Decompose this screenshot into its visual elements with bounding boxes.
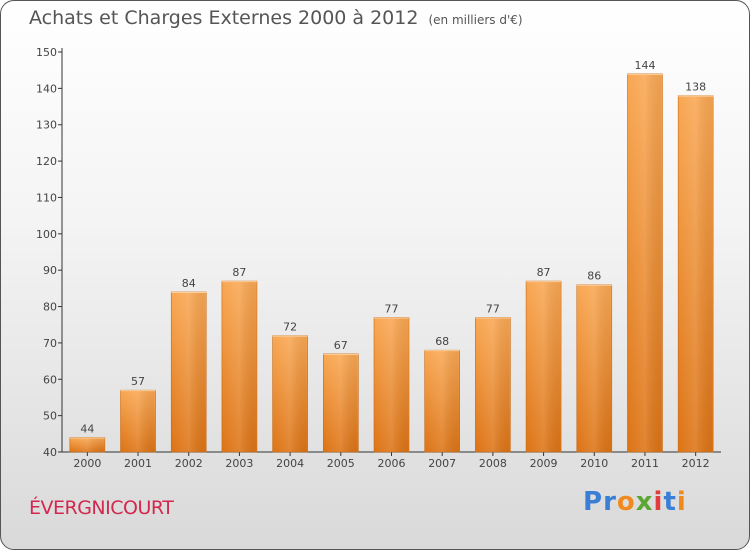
y-tick-label: 70 — [43, 337, 57, 350]
y-tick-label: 140 — [36, 82, 57, 95]
y-tick-label: 90 — [43, 264, 57, 277]
bar-highlight — [628, 74, 662, 453]
x-tick-label: 2009 — [530, 457, 558, 470]
x-tick-label: 2007 — [428, 457, 456, 470]
logo-letter: t — [663, 487, 677, 517]
data-label: 44 — [80, 422, 94, 435]
bar-highlight — [121, 391, 155, 452]
x-tick-label: 2000 — [73, 457, 101, 470]
y-tick-label: 80 — [43, 301, 57, 314]
y-tick-label: 120 — [36, 155, 57, 168]
y-tick-label: 40 — [43, 446, 57, 459]
data-label: 138 — [685, 81, 706, 94]
bar-highlight — [375, 318, 408, 452]
data-label: 87 — [537, 266, 551, 279]
bar-highlight — [425, 351, 459, 452]
data-label: 77 — [385, 302, 399, 315]
logo-letter: P — [583, 487, 604, 517]
x-tick-label: 2008 — [479, 457, 507, 470]
y-tick-label: 100 — [36, 228, 57, 241]
y-tick-label: 130 — [36, 119, 57, 132]
y-tick-label: 50 — [43, 410, 57, 423]
x-tick-label: 2010 — [580, 457, 608, 470]
bars: 44 57 84 87 72 67 77 68 77 87 86 144 138 — [69, 59, 714, 453]
x-tick-label: 2005 — [327, 457, 355, 470]
bar-highlight — [324, 354, 358, 452]
bar-highlight — [70, 438, 104, 452]
bar-highlight — [222, 282, 256, 452]
proxiti-logo: Proxiti — [583, 487, 687, 517]
chart-subtitle: (en milliers d'€) — [428, 13, 523, 27]
x-tick-label: 2006 — [378, 457, 406, 470]
data-label: 72 — [283, 321, 297, 334]
data-label: 144 — [634, 59, 655, 72]
logo-letter: i — [653, 487, 664, 517]
bar-highlight — [577, 285, 611, 452]
logo-letter: r — [603, 487, 617, 517]
x-tick-label: 2001 — [124, 457, 152, 470]
logo-letter: i — [676, 487, 687, 517]
bar-highlight — [527, 282, 561, 452]
data-label: 84 — [182, 277, 196, 290]
bar-highlight — [679, 96, 713, 453]
data-label: 68 — [435, 335, 449, 348]
chart-title: Achats et Charges Externes 2000 à 2012 (e… — [29, 7, 523, 29]
y-tick-label: 60 — [43, 373, 57, 386]
bar-highlight — [273, 336, 307, 452]
data-label: 87 — [232, 266, 246, 279]
x-tick-label: 2011 — [631, 457, 659, 470]
data-label: 86 — [587, 270, 601, 283]
chart-title-text: Achats et Charges Externes 2000 à 2012 — [29, 7, 419, 29]
x-tick-label: 2002 — [175, 457, 203, 470]
x-tick-label: 2012 — [682, 457, 710, 470]
bar-highlight — [476, 318, 510, 452]
data-label: 77 — [486, 302, 500, 315]
logo-letter: x — [635, 487, 654, 517]
commune-name: ÉVERGNICOURT — [29, 497, 174, 519]
y-tick-label: 110 — [36, 191, 57, 204]
data-label: 57 — [131, 375, 145, 388]
bar-highlight — [172, 293, 206, 452]
x-tick-label: 2003 — [225, 457, 253, 470]
y-tick-label: 150 — [36, 46, 57, 59]
data-label: 67 — [334, 339, 348, 352]
logo-letter: o — [616, 487, 636, 517]
x-tick-label: 2004 — [276, 457, 304, 470]
